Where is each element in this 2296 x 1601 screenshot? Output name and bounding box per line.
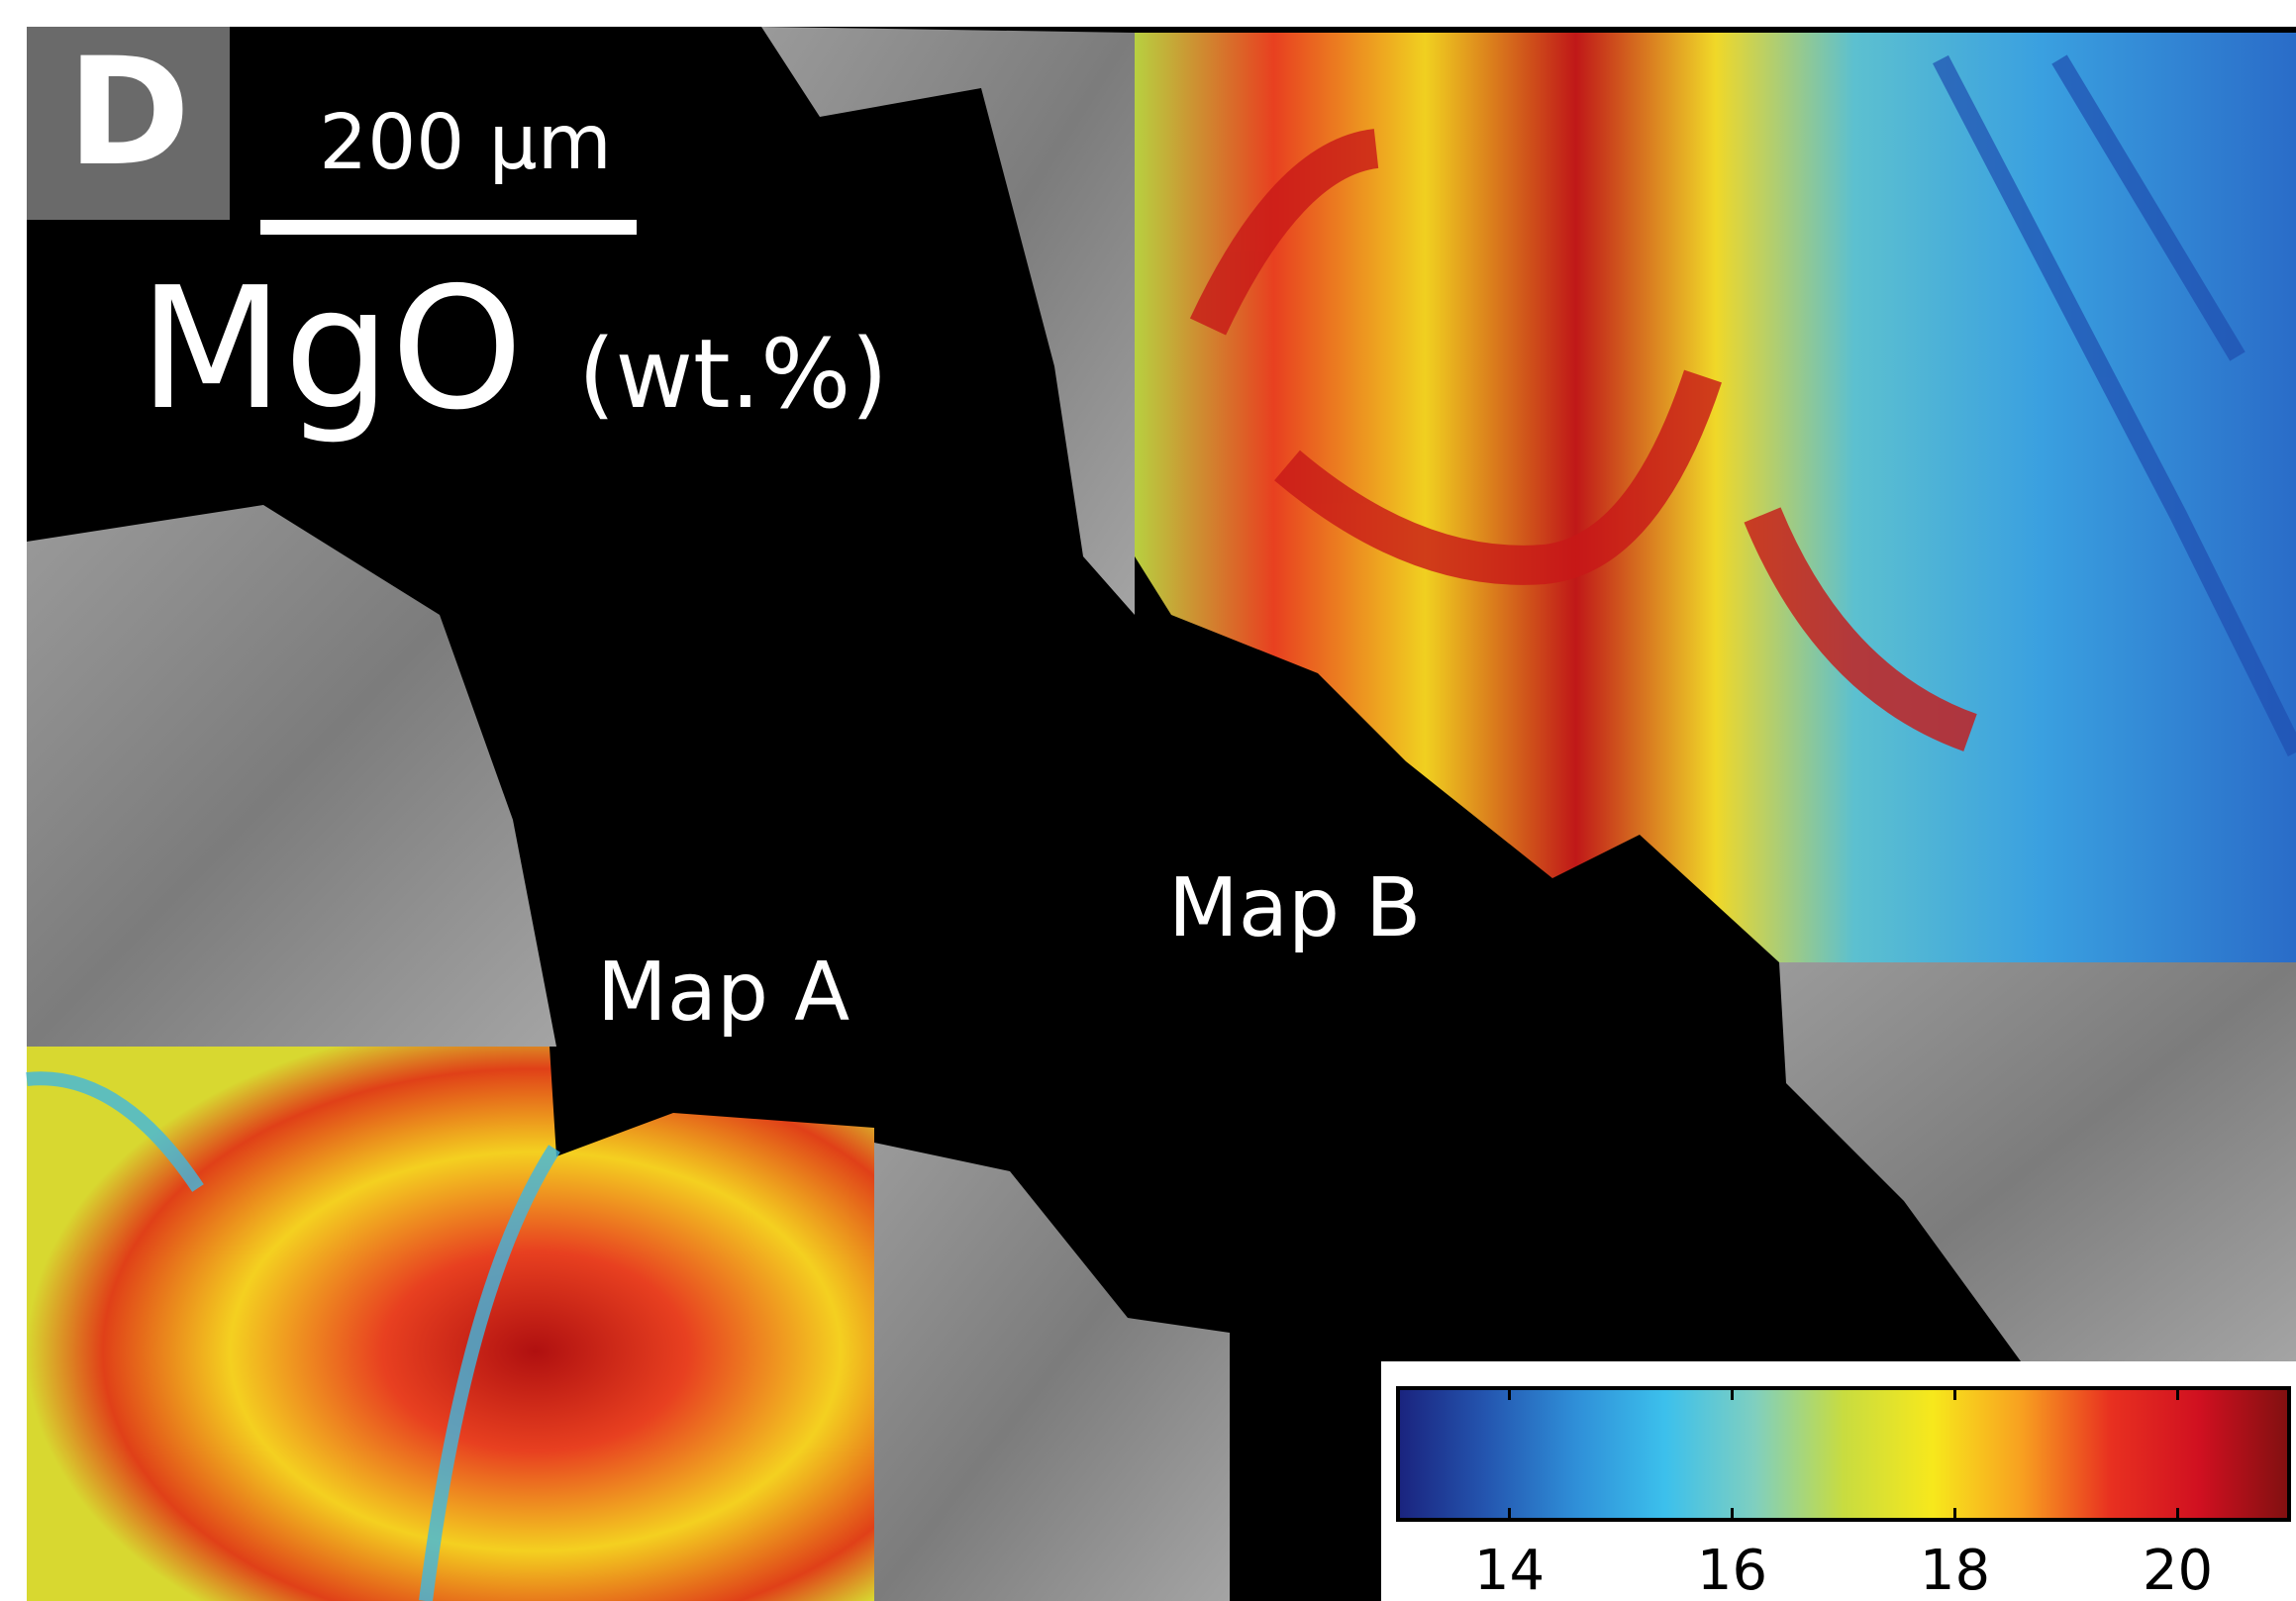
map-label: Map B [1168, 861, 1421, 955]
colorbar-tick-label: 16 [1697, 1539, 1767, 1601]
page: D 200 µm MgO (wt.%) Map A Map B 14 16 18 20… [0, 0, 2296, 1601]
figure: D 200 µm MgO (wt.%) Map A Map B 14 16 18 20 [0, 0, 2296, 1601]
title-element: MgO [139, 251, 523, 448]
map-label: Map A [597, 946, 849, 1040]
colorbar-tick-label: 18 [1920, 1539, 1990, 1601]
scale-bar [260, 220, 637, 235]
title-unit: (wt.%) [578, 319, 888, 430]
colorbar [1398, 1388, 2289, 1520]
panel-label: D [67, 27, 191, 199]
colorbar-tick-label: 20 [2143, 1539, 2213, 1601]
colorbar-tick-label: 14 [1474, 1539, 1545, 1601]
scale-bar-label: 200 µm [319, 99, 611, 187]
